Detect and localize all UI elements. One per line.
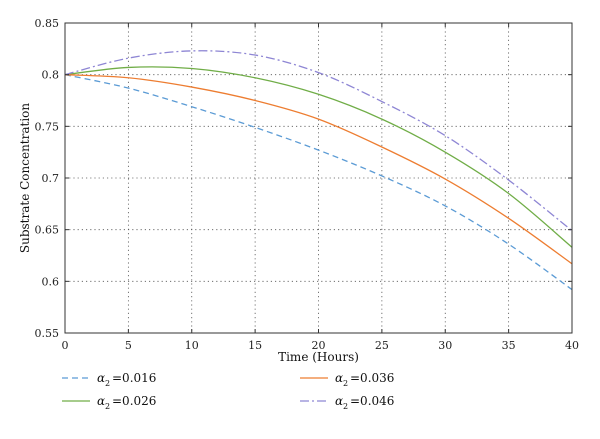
legend-item-4: α 2 =0.046 [300, 394, 394, 411]
series-line-3 [64, 74, 573, 265]
legend-item-3: α 2 =0.036 [300, 371, 394, 388]
x-tick-label: 40 [565, 339, 579, 352]
x-tick-label: 25 [375, 339, 389, 352]
series-line-4 [64, 50, 573, 232]
legend-value: =0.036 [350, 371, 394, 385]
y-tick-label: 0.75 [35, 120, 60, 133]
y-tick-label: 0.55 [35, 327, 60, 340]
y-axis-label: Substrate Concentration [18, 103, 32, 254]
legend-symbol: α [97, 371, 105, 385]
legend-subscript: 2 [343, 402, 348, 411]
legend-item-1: α 2 =0.016 [62, 371, 156, 388]
x-tick-label: 0 [62, 339, 69, 352]
legend-subscript: 2 [105, 402, 110, 411]
legend-subscript: 2 [105, 379, 110, 388]
legend-value: =0.016 [112, 371, 156, 385]
legend-symbol: α [97, 394, 105, 408]
x-tick-label: 35 [502, 339, 516, 352]
series-line-1 [64, 74, 573, 291]
x-tick-label: 30 [438, 339, 452, 352]
x-axis-ticks: 0 5 10 15 20 25 30 35 40 [62, 23, 579, 352]
legend-item-2: α 2 =0.026 [62, 394, 156, 411]
x-tick-label: 15 [248, 339, 262, 352]
x-tick-label: 10 [185, 339, 199, 352]
legend-value: =0.026 [112, 394, 156, 408]
y-tick-label: 0.8 [42, 69, 60, 82]
y-axis-ticks: 0.55 0.6 0.65 0.7 0.75 0.8 0.85 [35, 17, 572, 340]
x-tick-label: 5 [125, 339, 132, 352]
series-layer [64, 50, 573, 291]
grid-lines [65, 23, 572, 333]
y-tick-label: 0.7 [42, 172, 60, 185]
x-tick-label: 20 [312, 339, 326, 352]
y-tick-label: 0.6 [42, 275, 60, 288]
legend-symbol: α [335, 394, 343, 408]
series-line-2 [64, 66, 573, 248]
y-tick-label: 0.85 [35, 17, 60, 30]
legend-symbol: α [335, 371, 343, 385]
legend-subscript: 2 [343, 379, 348, 388]
y-tick-label: 0.65 [35, 224, 60, 237]
x-axis-label: Time (Hours) [278, 350, 359, 364]
legend-value: =0.046 [350, 394, 394, 408]
